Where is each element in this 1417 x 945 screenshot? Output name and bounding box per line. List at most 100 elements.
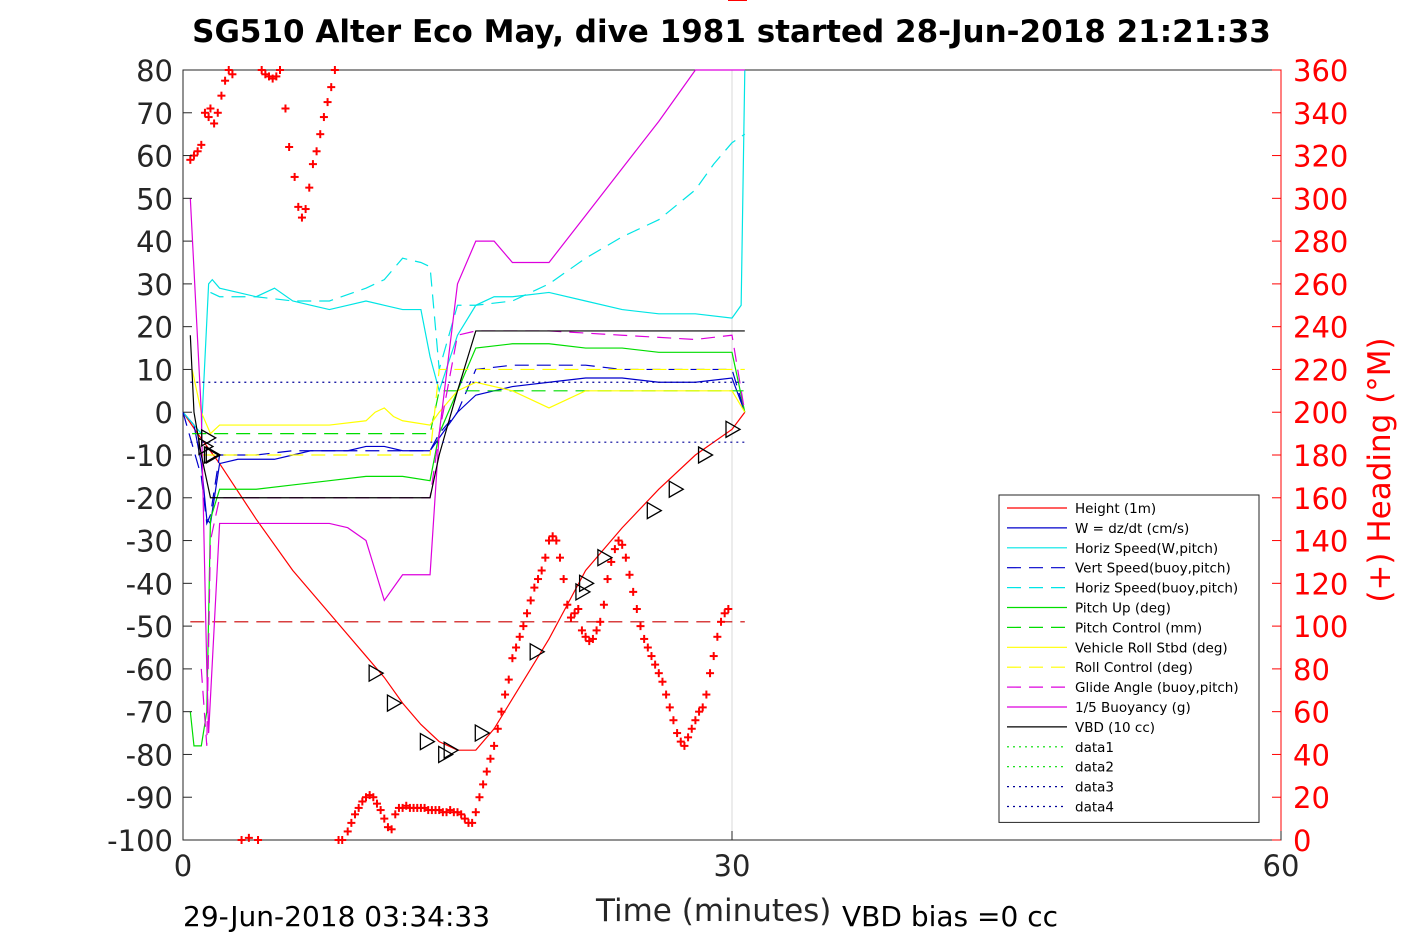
triangle-marker	[597, 548, 614, 567]
heading-point	[244, 833, 253, 842]
triangle-marker	[203, 445, 220, 465]
right-y-tick-label: 340	[1293, 97, 1348, 131]
triangle-marker	[368, 664, 385, 683]
right-y-tick-label: 60	[1293, 696, 1330, 730]
legend-label: data3	[1075, 780, 1114, 796]
heading-point	[523, 609, 532, 618]
triangle-marker	[438, 745, 455, 764]
heading-point	[680, 741, 689, 750]
heading-point	[237, 836, 246, 844]
series-line-5	[189, 343, 746, 747]
legend: Height (1m) W = dz/dt (cm/s) Horiz Speed(W…	[998, 494, 1260, 823]
legend-label: data4	[1075, 800, 1114, 816]
triangle-marker	[419, 732, 436, 751]
heading-point	[204, 113, 213, 122]
heading-point	[330, 66, 339, 74]
heading-point	[709, 652, 718, 661]
right-y-tick-label: 120	[1293, 567, 1348, 601]
y-tick-label: 80	[136, 54, 173, 88]
heading-point	[629, 587, 638, 596]
heading-point	[372, 799, 381, 808]
y-tick-label: 50	[136, 182, 173, 216]
right-y-axis-label: (+) Heading (°M)	[1362, 337, 1398, 603]
heading-point	[285, 143, 294, 151]
y-tick-label: -50	[126, 610, 173, 644]
heading-point	[570, 609, 579, 618]
heading-point	[515, 632, 524, 641]
series-line-3	[182, 364, 746, 526]
y-tick-label: -70	[126, 696, 173, 730]
x-axis-label: Time (minutes)	[596, 893, 832, 929]
heading-point	[217, 91, 226, 100]
triangle-marker	[205, 445, 222, 465]
heading-point	[343, 827, 352, 836]
heading-point	[654, 669, 663, 678]
heading-point	[530, 583, 539, 592]
legend-label: VBD (10 cc)	[1075, 720, 1155, 736]
heading-point	[193, 147, 202, 156]
heading-point	[275, 66, 284, 74]
heading-point	[687, 724, 696, 733]
heading-point	[643, 643, 652, 652]
heading-point	[607, 557, 616, 566]
triangle-marker	[578, 574, 595, 593]
heading-point	[526, 596, 535, 605]
heading-point	[354, 803, 363, 812]
heading-point	[673, 729, 682, 738]
heading-point	[221, 76, 230, 85]
heading-point	[224, 66, 233, 74]
y-tick-label: -10	[126, 439, 173, 473]
right-y-tick-label: 0	[1293, 824, 1311, 858]
footer-vbd-bias: VBD bias =0 cc	[842, 900, 1058, 933]
heading-point	[493, 724, 502, 733]
heading-point	[559, 575, 568, 584]
right-y-tick-label: 180	[1293, 439, 1348, 473]
series-line-4	[210, 133, 746, 370]
heading-point	[720, 609, 729, 618]
heading-point	[213, 108, 222, 117]
heading-point	[351, 810, 360, 819]
heading-point	[684, 733, 693, 742]
y-tick-label: 20	[136, 311, 173, 345]
heading-point	[471, 808, 480, 817]
right-y-tick-label: 80	[1293, 653, 1330, 687]
series-line-10	[189, 69, 745, 734]
heading-point	[369, 793, 378, 802]
heading-point	[186, 155, 195, 164]
legend-label: Vehicle Roll Stbd (deg)	[1075, 640, 1228, 656]
heading-point	[297, 213, 306, 222]
heading-point	[636, 622, 645, 631]
right-y-tick-label: 140	[1293, 525, 1348, 559]
chart-title: SG510 Alter Eco May, dive 1981 started 2…	[192, 14, 1271, 50]
right-y-tick-label: 40	[1293, 738, 1330, 772]
y-tick-label: -60	[126, 653, 173, 687]
heading-point	[541, 553, 550, 562]
legend-label: Pitch Up (deg)	[1075, 601, 1171, 617]
series-line-1	[182, 377, 746, 525]
legend-label: Pitch Control (mm)	[1075, 620, 1202, 636]
heading-point	[482, 767, 491, 776]
heading-point	[552, 536, 561, 545]
heading-point	[563, 600, 572, 609]
heading-point	[640, 634, 649, 643]
right-y-tick-label: 320	[1293, 140, 1348, 174]
heading-point	[210, 119, 219, 128]
heading-point	[534, 575, 543, 584]
heading-point	[519, 622, 528, 631]
legend-label: 1/5 Buoyancy (g)	[1075, 700, 1191, 716]
heading-point	[717, 617, 726, 626]
heading-point	[460, 814, 469, 823]
heading-point	[376, 806, 385, 815]
heading-point	[618, 540, 627, 549]
heading-point	[272, 72, 281, 81]
heading-point	[599, 600, 608, 609]
heading-point	[588, 634, 597, 643]
y-tick-label: -80	[126, 738, 173, 772]
heading-point	[647, 652, 656, 661]
y-tick-label: 30	[136, 268, 173, 302]
legend-box	[998, 494, 1260, 823]
series-line-8	[201, 368, 745, 456]
heading-point	[323, 98, 332, 107]
heading-point	[691, 716, 700, 725]
